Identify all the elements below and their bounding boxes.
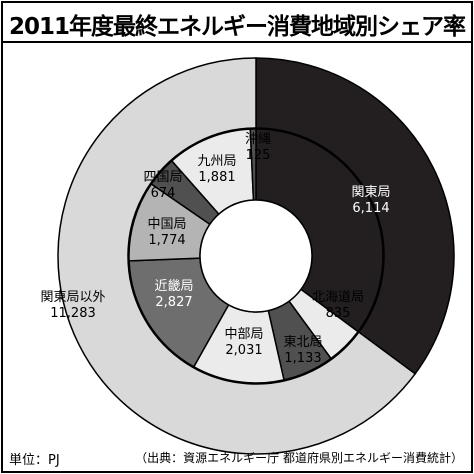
inner-label-2-name: 東北局: [283, 334, 322, 350]
unit-note: 単位：PJ: [9, 453, 60, 468]
outer-slice-1: [57, 57, 417, 455]
inner-label-4-name: 近畿局: [154, 279, 193, 294]
inner-label-5: 中国局 1,774: [147, 217, 186, 248]
inner-label-3: 中部局 2,031: [224, 327, 263, 358]
inner-label-7-value: 1,881: [198, 170, 235, 185]
inner-label-7-name: 九州局: [197, 154, 236, 169]
outer-label-0: 関東局 6,114: [351, 184, 390, 216]
inner-label-2: 東北局 1,133: [283, 334, 322, 366]
outer-label-0-name: 関東局: [351, 184, 390, 200]
chart-title: 2011年度最終エネルギー消費地域別シェア率: [9, 14, 466, 40]
inner-label-3-name: 中部局: [224, 327, 263, 342]
inner-label-6-name: 四国局: [143, 170, 182, 185]
inner-label-4-value: 2,827: [155, 295, 192, 310]
inner-label-1: 北海道局 835: [312, 290, 364, 321]
source-note: （出典：資源エネルギー庁 都道府県別エネルギー消費統計）: [135, 451, 463, 465]
donut-chart: 関東局 6,114 関東局以外 11,283 北海道局 835 東北局 1,133 中部局 2,0…: [40, 57, 455, 455]
inner-label-8-name: 沖縄: [245, 132, 271, 147]
inner-label-6: 四国局 674: [143, 170, 182, 201]
inner-label-7: 九州局 1,881: [197, 154, 236, 185]
outer-label-0-value: 6,114: [352, 201, 389, 216]
outer-label-1-name: 関東局以外: [40, 289, 105, 305]
outer-label-1: 関東局以外 11,283: [40, 289, 105, 321]
donut-hole: [199, 199, 313, 313]
inner-label-3-value: 2,031: [225, 343, 262, 358]
outer-label-1-value: 11,283: [50, 306, 96, 321]
inner-label-1-name: 北海道局: [312, 290, 364, 305]
inner-label-1-value: 835: [326, 306, 351, 321]
inner-label-6-value: 674: [151, 186, 176, 201]
inner-label-5-value: 1,774: [148, 233, 185, 248]
inner-label-8: 沖縄 125: [245, 132, 271, 163]
outer-slice-0: [255, 57, 455, 375]
inner-label-8-value: 125: [246, 148, 271, 163]
title-divider: [3, 41, 471, 43]
inner-label-4: 近畿局 2,827: [154, 279, 193, 310]
inner-label-2-value: 1,133: [284, 351, 321, 366]
inner-label-5-name: 中国局: [147, 217, 186, 232]
